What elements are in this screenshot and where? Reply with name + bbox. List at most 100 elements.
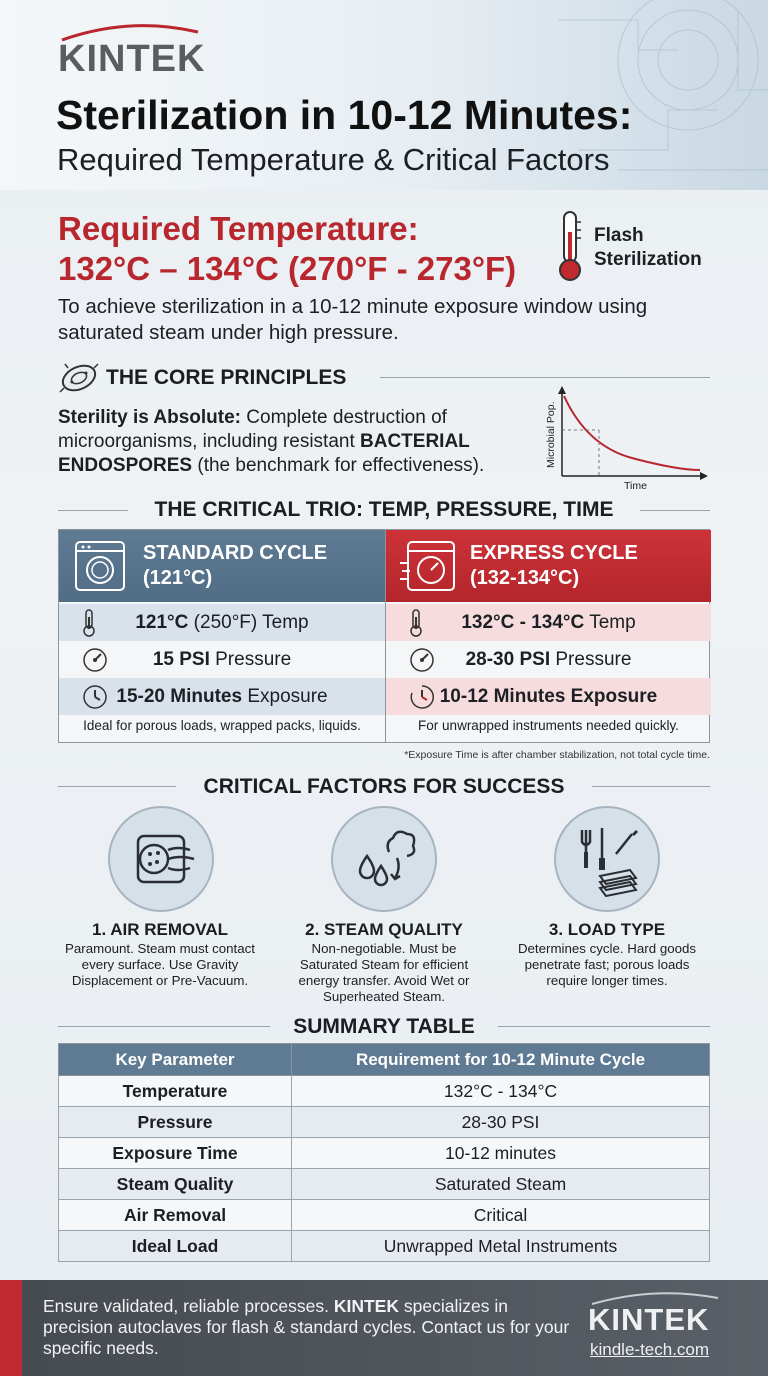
autoclave-icon [75,541,125,591]
table-row: Exposure Time 10-12 minutes [58,1137,710,1169]
standard-pressure-label: Pressure [209,648,292,670]
standard-cycle-title: STANDARD CYCLE [143,542,328,564]
factor-text-load-type: Determines cycle. Hard goods penetrate f… [517,941,697,988]
standard-time-label: Exposure [242,685,328,707]
clock-icon [83,685,107,709]
express-pressure-row: 28-30 PSI Pressure [386,641,711,678]
core-principles-heading: THE CORE PRINCIPLES [106,366,347,389]
parameter-cell: Ideal Load [58,1230,292,1262]
standard-time-row: 15-20 Minutes Exposure [59,678,385,715]
table-row: Air Removal Critical [58,1199,710,1231]
steam-icon [358,830,416,887]
table-row: Temperature 132°C - 134°C [58,1075,710,1107]
column-header-requirement: Requirement for 10-12 Minute Cycle [291,1043,710,1076]
air-removal-circle [108,806,214,912]
footer-logo-swoosh-icon [591,1292,719,1305]
footer-text-2: specializes in precision autoclaves for … [43,1296,570,1358]
website-link[interactable]: kindle-tech.com [590,1340,710,1359]
critical-factors-heading: CRITICAL FACTORS FOR SUCCESS [203,775,565,798]
required-temperature-value: 132°C – 134°C (270°F - 273°F) [58,250,517,287]
core-text-1: Complete destruction of microorganisms, … [58,407,447,452]
logo-swoosh-icon [61,24,199,42]
column-header-parameter: Key Parameter [58,1043,292,1076]
express-time-value: 10-12 Minutes Exposure [439,685,658,707]
express-pressure-label: Pressure [550,648,632,670]
table-row: Steam Quality Saturated Steam [58,1168,710,1200]
footer-text: Ensure validated, reliable processes. KI… [43,1296,573,1359]
standard-pressure-row: 15 PSI Pressure [59,641,385,678]
microbe-icon [59,363,99,393]
standard-temp-value: 121°C [135,611,189,633]
requirement-cell: Unwrapped Metal Instruments [291,1230,710,1262]
requirement-cell: 10-12 minutes [291,1137,710,1169]
page-subtitle: Required Temperature & Critical Factors [57,142,610,177]
requirement-cell: 132°C - 134°C [291,1075,710,1107]
critical-trio-heading: THE CRITICAL TRIO: TEMP, PRESSURE, TIME [154,498,614,521]
chart-ylabel: Microbial Pop. [545,401,557,468]
core-highlight: BACTERIAL ENDOSPORES [58,431,470,476]
microbial-decay-chart: Microbial Pop. Time [545,386,708,492]
intro-text: To achieve sterilization in a 10-12 minu… [58,295,648,344]
summary-table: Key Parameter Requirement for 10-12 Minu… [58,1043,710,1262]
parameter-cell: Temperature [58,1075,292,1107]
divider [58,786,176,787]
express-cycle-temp: (132-134°C) [470,567,580,589]
express-temp-label: Temp [584,611,636,633]
express-cycle-column: EXPRESS CYCLE (132-134°C) 132°C - 134°C … [385,530,711,742]
standard-temp-label: (250°F) Temp [188,611,309,633]
summary-table-heading: SUMMARY TABLE [293,1015,475,1038]
pressure-gauge-icon [410,648,434,672]
standard-time-value: 15-20 Minutes [116,685,243,707]
standard-pressure-value: 15 PSI [152,648,210,670]
divider [592,786,710,787]
flash-sterilization-badge: Flash Sterilization [594,224,702,272]
requirement-cell: Critical [291,1199,710,1231]
required-temperature-label: Required Temperature: [58,210,419,247]
divider [58,1026,270,1027]
standard-cycle-column: STANDARD CYCLE (121°C) 121°C (250°F) Tem… [59,530,385,742]
parameter-cell: Air Removal [58,1199,292,1231]
parameter-cell: Exposure Time [58,1137,292,1169]
factor-title-steam-quality: 2. STEAM QUALITY [305,920,463,939]
fast-autoclave-icon [400,541,455,591]
express-cycle-title: EXPRESS CYCLE [470,542,638,564]
express-time-row: 10-12 Minutes Exposure [386,678,711,715]
footer-accent-bar [0,1280,22,1376]
footer: Ensure validated, reliable processes. KI… [0,1280,768,1376]
core-principles-text: Sterility is Absolute: Complete destruct… [58,406,528,478]
express-cycle-header: EXPRESS CYCLE (132-134°C) [386,530,711,602]
requirement-cell: Saturated Steam [291,1168,710,1200]
table-row: Pressure 28-30 PSI [58,1106,710,1138]
page-title: Sterilization in 10-12 Minutes: [56,92,633,138]
footer-logo: KINTEK [588,1302,710,1337]
factor-title-load-type: 3. LOAD TYPE [548,920,666,939]
thermometer-icon [410,609,422,637]
badge-line-2: Sterilization [594,249,702,270]
thermometer-icon [559,211,581,281]
express-temp-row: 132°C - 134°C Temp [386,604,711,641]
thermometer-icon [83,609,95,637]
table-header-row: Key Parameter Requirement for 10-12 Minu… [58,1043,710,1076]
brand-logo: KINTEK [58,38,206,80]
requirement-cell: 28-30 PSI [291,1106,710,1138]
standard-cycle-header: STANDARD CYCLE (121°C) [59,530,385,602]
factor-text-air-removal: Paramount. Steam must contact every surf… [65,941,255,988]
footer-brand: KINTEK [333,1296,399,1316]
standard-temp-row: 121°C (250°F) Temp [59,604,385,641]
divider [380,377,710,378]
divider [58,510,128,511]
parameter-cell: Steam Quality [58,1168,292,1200]
express-pressure-value: 28-30 PSI [465,648,551,670]
pressure-gauge-icon [83,648,107,672]
factor-text-steam-quality: Non-negotiable. Must be Saturated Steam … [298,941,470,1004]
table-row: Ideal Load Unwrapped Metal Instruments [58,1230,710,1262]
tools-icon [580,828,638,898]
air-removal-icon [136,834,195,884]
fast-clock-icon [410,685,434,709]
chart-xlabel: Time [624,480,647,492]
parameter-cell: Pressure [58,1106,292,1138]
express-temp-value: 132°C - 134°C [461,611,585,633]
header-banner: KINTEK Sterilization in 10-12 Minutes: R… [0,0,768,190]
footer-text-1: Ensure validated, reliable processes. [43,1296,334,1316]
factor-title-air-removal: 1. AIR REMOVAL [91,920,228,939]
